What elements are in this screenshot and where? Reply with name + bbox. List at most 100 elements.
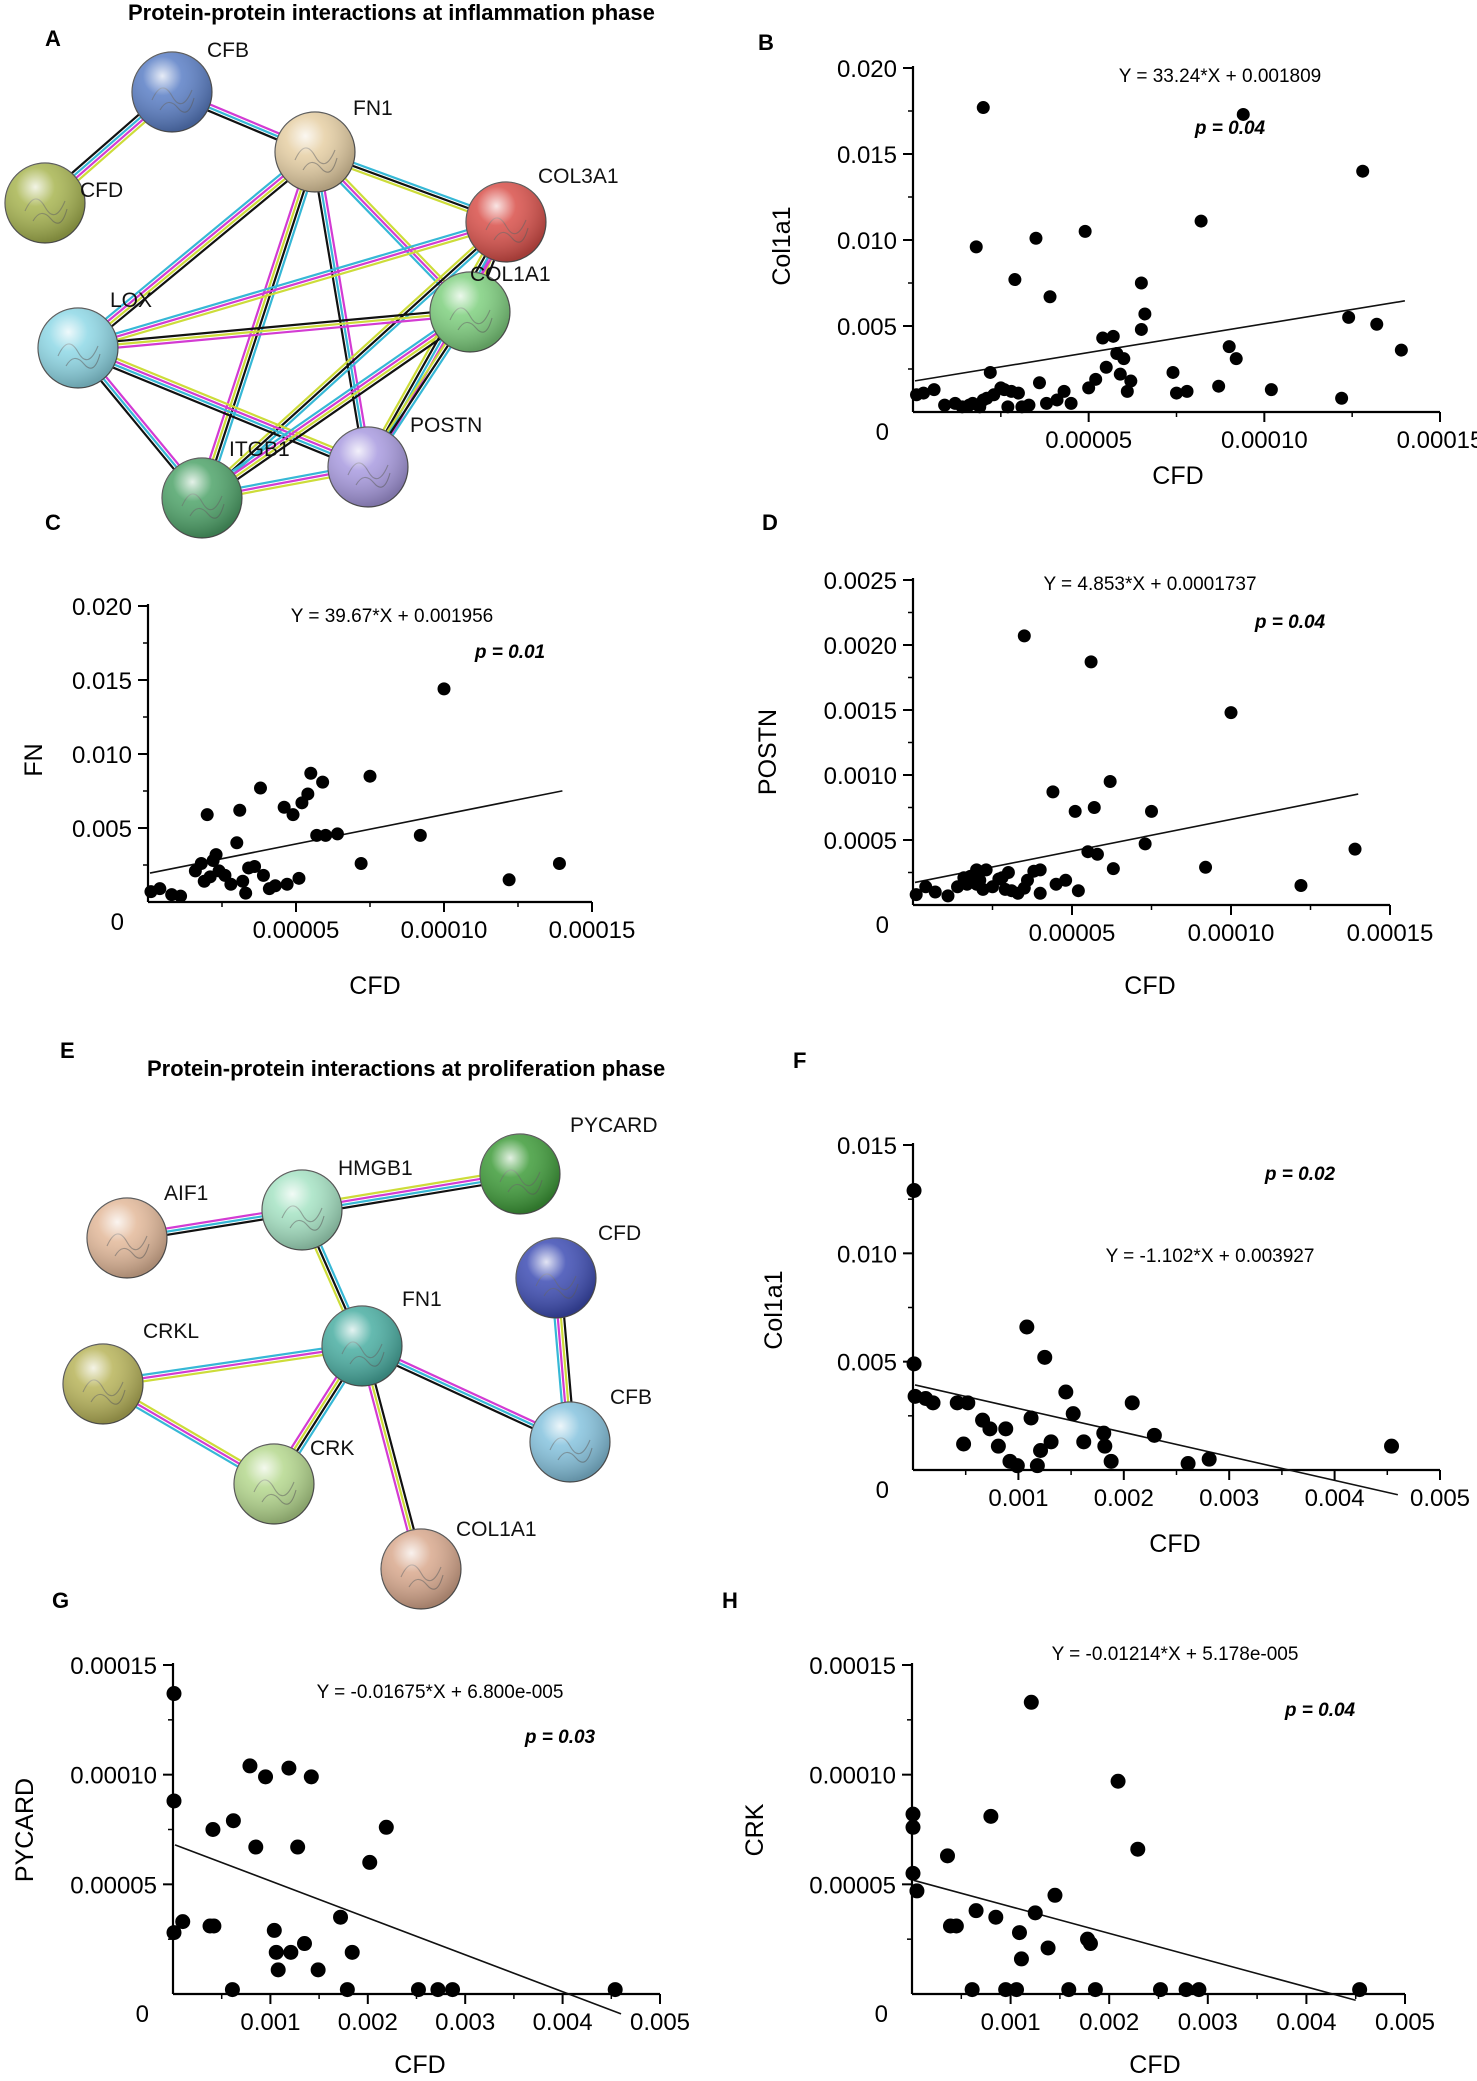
sphere-highlight-icon — [275, 112, 355, 192]
scatter-point — [233, 803, 247, 817]
sphere-highlight-icon — [87, 1198, 167, 1278]
y-tick-label: 0.015 — [837, 142, 897, 169]
network_inflammation-edge-line — [78, 224, 508, 353]
p-value-label: p = 0.03 — [524, 1727, 596, 1748]
sphere-highlight-icon — [38, 308, 118, 388]
network_inflammation-edge-line — [313, 151, 370, 468]
network_inflammation-edge — [77, 307, 471, 353]
scatter-point — [928, 885, 942, 899]
scatter-point — [268, 879, 282, 893]
network_inflammation-node-lox: LOX — [37, 289, 152, 389]
scatter-point — [1352, 1982, 1368, 1998]
scatter-point — [248, 859, 262, 873]
network_inflammation-edge-line — [76, 149, 315, 348]
network_proliferation-node-label: PYCARD — [570, 1114, 658, 1137]
scatter-point — [174, 889, 188, 903]
network_inflammation-node-label: COL1A1 — [470, 263, 551, 286]
panel-letter-d: D — [762, 510, 778, 535]
network_proliferation-node-label: CRKL — [143, 1320, 199, 1343]
scatter-point — [1180, 384, 1194, 398]
scatter-point — [990, 1438, 1006, 1454]
scatter-point — [998, 1421, 1014, 1437]
x-tick-label: 0.004 — [1276, 2009, 1336, 2036]
regression-equation: Y = -1.102*X + 0.003927 — [1106, 1246, 1315, 1267]
x-tick-label: 0.002 — [1094, 1485, 1154, 1512]
sphere-highlight-icon — [466, 182, 546, 262]
network_inflammation-edge-line — [202, 312, 472, 501]
scatter-point — [344, 1944, 360, 1960]
scatter-point — [166, 1793, 182, 1809]
network_inflammation-edge-line — [368, 222, 509, 469]
p-value-label: p = 0.01 — [474, 642, 545, 663]
network_inflammation-node-itgb1: ITGB1 — [161, 438, 290, 539]
scatter-point — [166, 1925, 182, 1941]
sphere-highlight-icon — [132, 52, 212, 132]
x-tick-label: 0.004 — [1305, 1485, 1365, 1512]
scatter-point — [175, 1914, 191, 1930]
y-tick-label: 0.00015 — [809, 1653, 896, 1680]
x-tick-label: 0.003 — [1199, 1485, 1259, 1512]
panel-letter-f: F — [793, 1048, 806, 1073]
x-axis-title: CFD — [1129, 2051, 1180, 2079]
panel-letter-e: E — [60, 1038, 75, 1063]
network_inflammation-node-label: ITGB1 — [229, 438, 290, 461]
scatter-point — [1040, 396, 1054, 410]
network_inflammation-edge — [76, 217, 508, 353]
scatter-point — [960, 1395, 976, 1411]
network-inflammation: Protein-protein interactions at inflamma… — [4, 0, 655, 539]
network_proliferation-edge-line — [102, 1344, 363, 1386]
scatter-point — [1370, 317, 1384, 331]
scatter-point — [1138, 837, 1152, 851]
network_proliferation-node-label: COL1A1 — [456, 1518, 537, 1541]
scatter-point — [1019, 1319, 1035, 1335]
scatter-point — [1078, 224, 1092, 238]
network_inflammation-node-col1a1: COL1A1 — [429, 263, 551, 353]
scatter-point — [956, 1436, 972, 1452]
scatter-chart-h: 0 0.001 0.002 0.003 0.004 0.005 0.00005 0.00010… — [741, 1644, 1435, 2079]
sphere-highlight-icon — [516, 1238, 596, 1318]
network_inflammation-edge — [362, 219, 512, 470]
network_inflammation-edge-line — [76, 217, 506, 346]
scatter-point — [301, 787, 315, 801]
sphere-highlight-icon — [430, 272, 510, 352]
x-tick-label: 0.004 — [533, 2009, 593, 2036]
scatter-point — [1087, 801, 1101, 814]
p-value-label: p = 0.04 — [1254, 612, 1326, 633]
y-tick-label: 0.005 — [837, 314, 897, 341]
scatter-point — [316, 775, 330, 789]
y-tick-label: 0.010 — [837, 1241, 897, 1268]
p-value-label: p = 0.04 — [1194, 118, 1266, 139]
scatter-point — [206, 1918, 222, 1934]
scatter-point — [225, 1813, 241, 1829]
network_inflammation-edge-line — [78, 152, 317, 351]
scatter-point — [224, 877, 238, 891]
regression-line — [913, 1879, 1356, 2002]
scatter-point — [1103, 1453, 1119, 1469]
scatter-point — [224, 1982, 240, 1998]
scatter-point — [1178, 1982, 1194, 1998]
scatter-point — [310, 1962, 326, 1978]
y-axis-title: FN — [20, 743, 48, 776]
network_inflammation-edge-line — [198, 307, 468, 495]
panel-letter-b: B — [758, 30, 774, 55]
scatter-point — [1134, 276, 1148, 290]
x-tick-label: 0.00005 — [1029, 920, 1116, 947]
scatter-point — [925, 1395, 941, 1411]
y-tick-label: 0.005 — [837, 1350, 897, 1377]
network_inflammation-edge-line — [371, 223, 512, 470]
scatter-point — [1020, 873, 1034, 887]
network_proliferation-node-label: AIF1 — [164, 1182, 208, 1205]
scatter-point — [1394, 343, 1408, 357]
scatter-point — [242, 1758, 258, 1774]
scatter-point — [1008, 273, 1022, 287]
network_inflammation-edge — [198, 307, 474, 503]
scatter-point — [362, 1854, 378, 1870]
scatter-point — [1096, 1425, 1112, 1441]
scatter-point — [1384, 1438, 1400, 1454]
scatter-point — [1152, 1982, 1168, 1998]
scatter-point — [1037, 1349, 1053, 1365]
network_inflammation-edge-line — [76, 348, 368, 470]
network_proliferation-node-cfb: CFB — [529, 1386, 652, 1483]
scatter-point — [906, 1183, 922, 1198]
scatter-point — [1068, 804, 1082, 818]
